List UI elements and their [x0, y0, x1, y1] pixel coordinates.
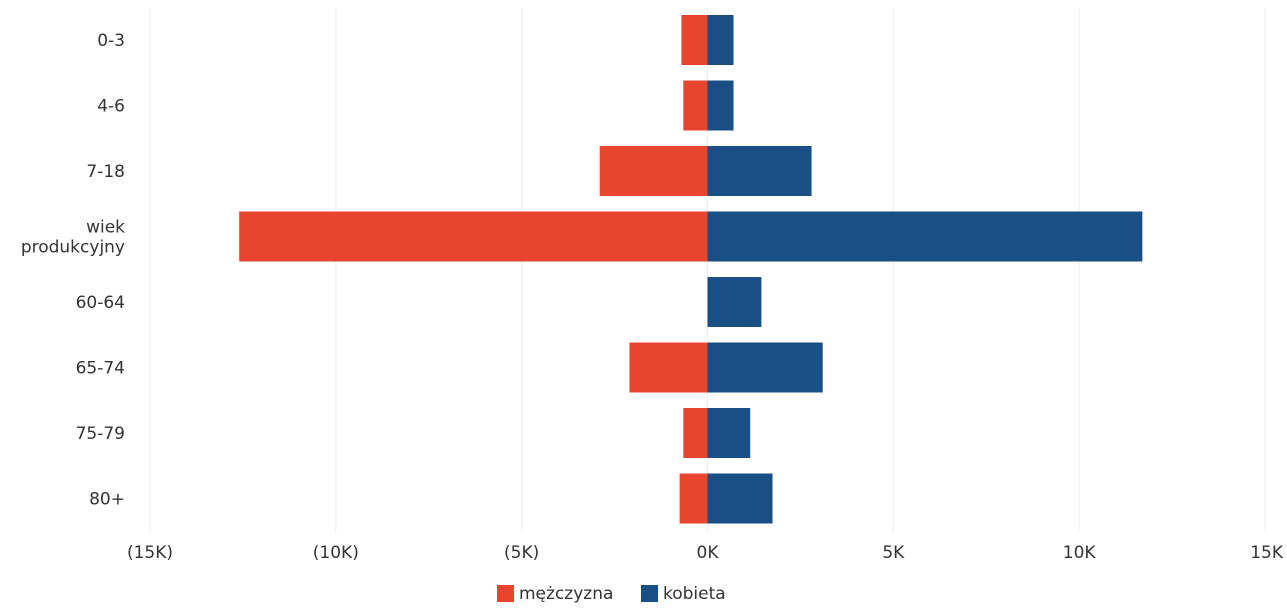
bar-female-7 [707, 473, 773, 524]
bar-female-3 [707, 211, 1143, 262]
bar-male-1 [683, 80, 708, 131]
x-axis-tick-labels: (15K) (10K) (5K) 0K 5K 10K 15K [127, 543, 1284, 563]
category-label-4: 60-64 [76, 293, 125, 313]
category-label-1: 4-6 [97, 97, 125, 117]
legend-item-female-swatch [641, 585, 658, 602]
bar-female-2 [707, 146, 812, 196]
category-label-7: 80+ [89, 490, 125, 510]
bar-female-4 [707, 277, 762, 327]
bar-male-3 [239, 211, 708, 262]
legend-item-male-swatch [497, 585, 514, 602]
bar-male-6 [683, 408, 708, 458]
bar-male-5 [629, 342, 708, 393]
category-label-0: 0-3 [97, 31, 125, 51]
category-label-2: 7-18 [86, 162, 125, 182]
x-tick-label-4: 5K [882, 543, 905, 563]
x-tick-label-3: 0K [697, 543, 720, 563]
bar-male-2 [599, 146, 708, 196]
legend-item-male-label: mężczyzna [519, 584, 613, 604]
chart-bars [239, 15, 1143, 524]
bar-female-5 [707, 342, 823, 393]
chart-legend: mężczyzna kobieta [497, 584, 726, 604]
x-tick-label-0: (15K) [127, 543, 173, 563]
category-label-3-line-1: produkcyjny [21, 238, 125, 258]
x-tick-label-1: (10K) [313, 543, 359, 563]
x-tick-label-2: (5K) [504, 543, 539, 563]
category-label-6: 75-79 [76, 424, 125, 444]
category-label-3-line-0: wiek [86, 218, 125, 238]
bar-male-7 [679, 473, 708, 524]
x-tick-label-5: 10K [1063, 543, 1097, 563]
legend-item-female-label: kobieta [663, 584, 726, 604]
bar-male-0 [681, 15, 708, 65]
category-label-5: 65-74 [76, 359, 125, 379]
bar-female-1 [707, 80, 734, 131]
bar-female-6 [707, 408, 751, 458]
x-tick-label-6: 15K [1250, 543, 1284, 563]
bar-female-0 [707, 15, 734, 65]
